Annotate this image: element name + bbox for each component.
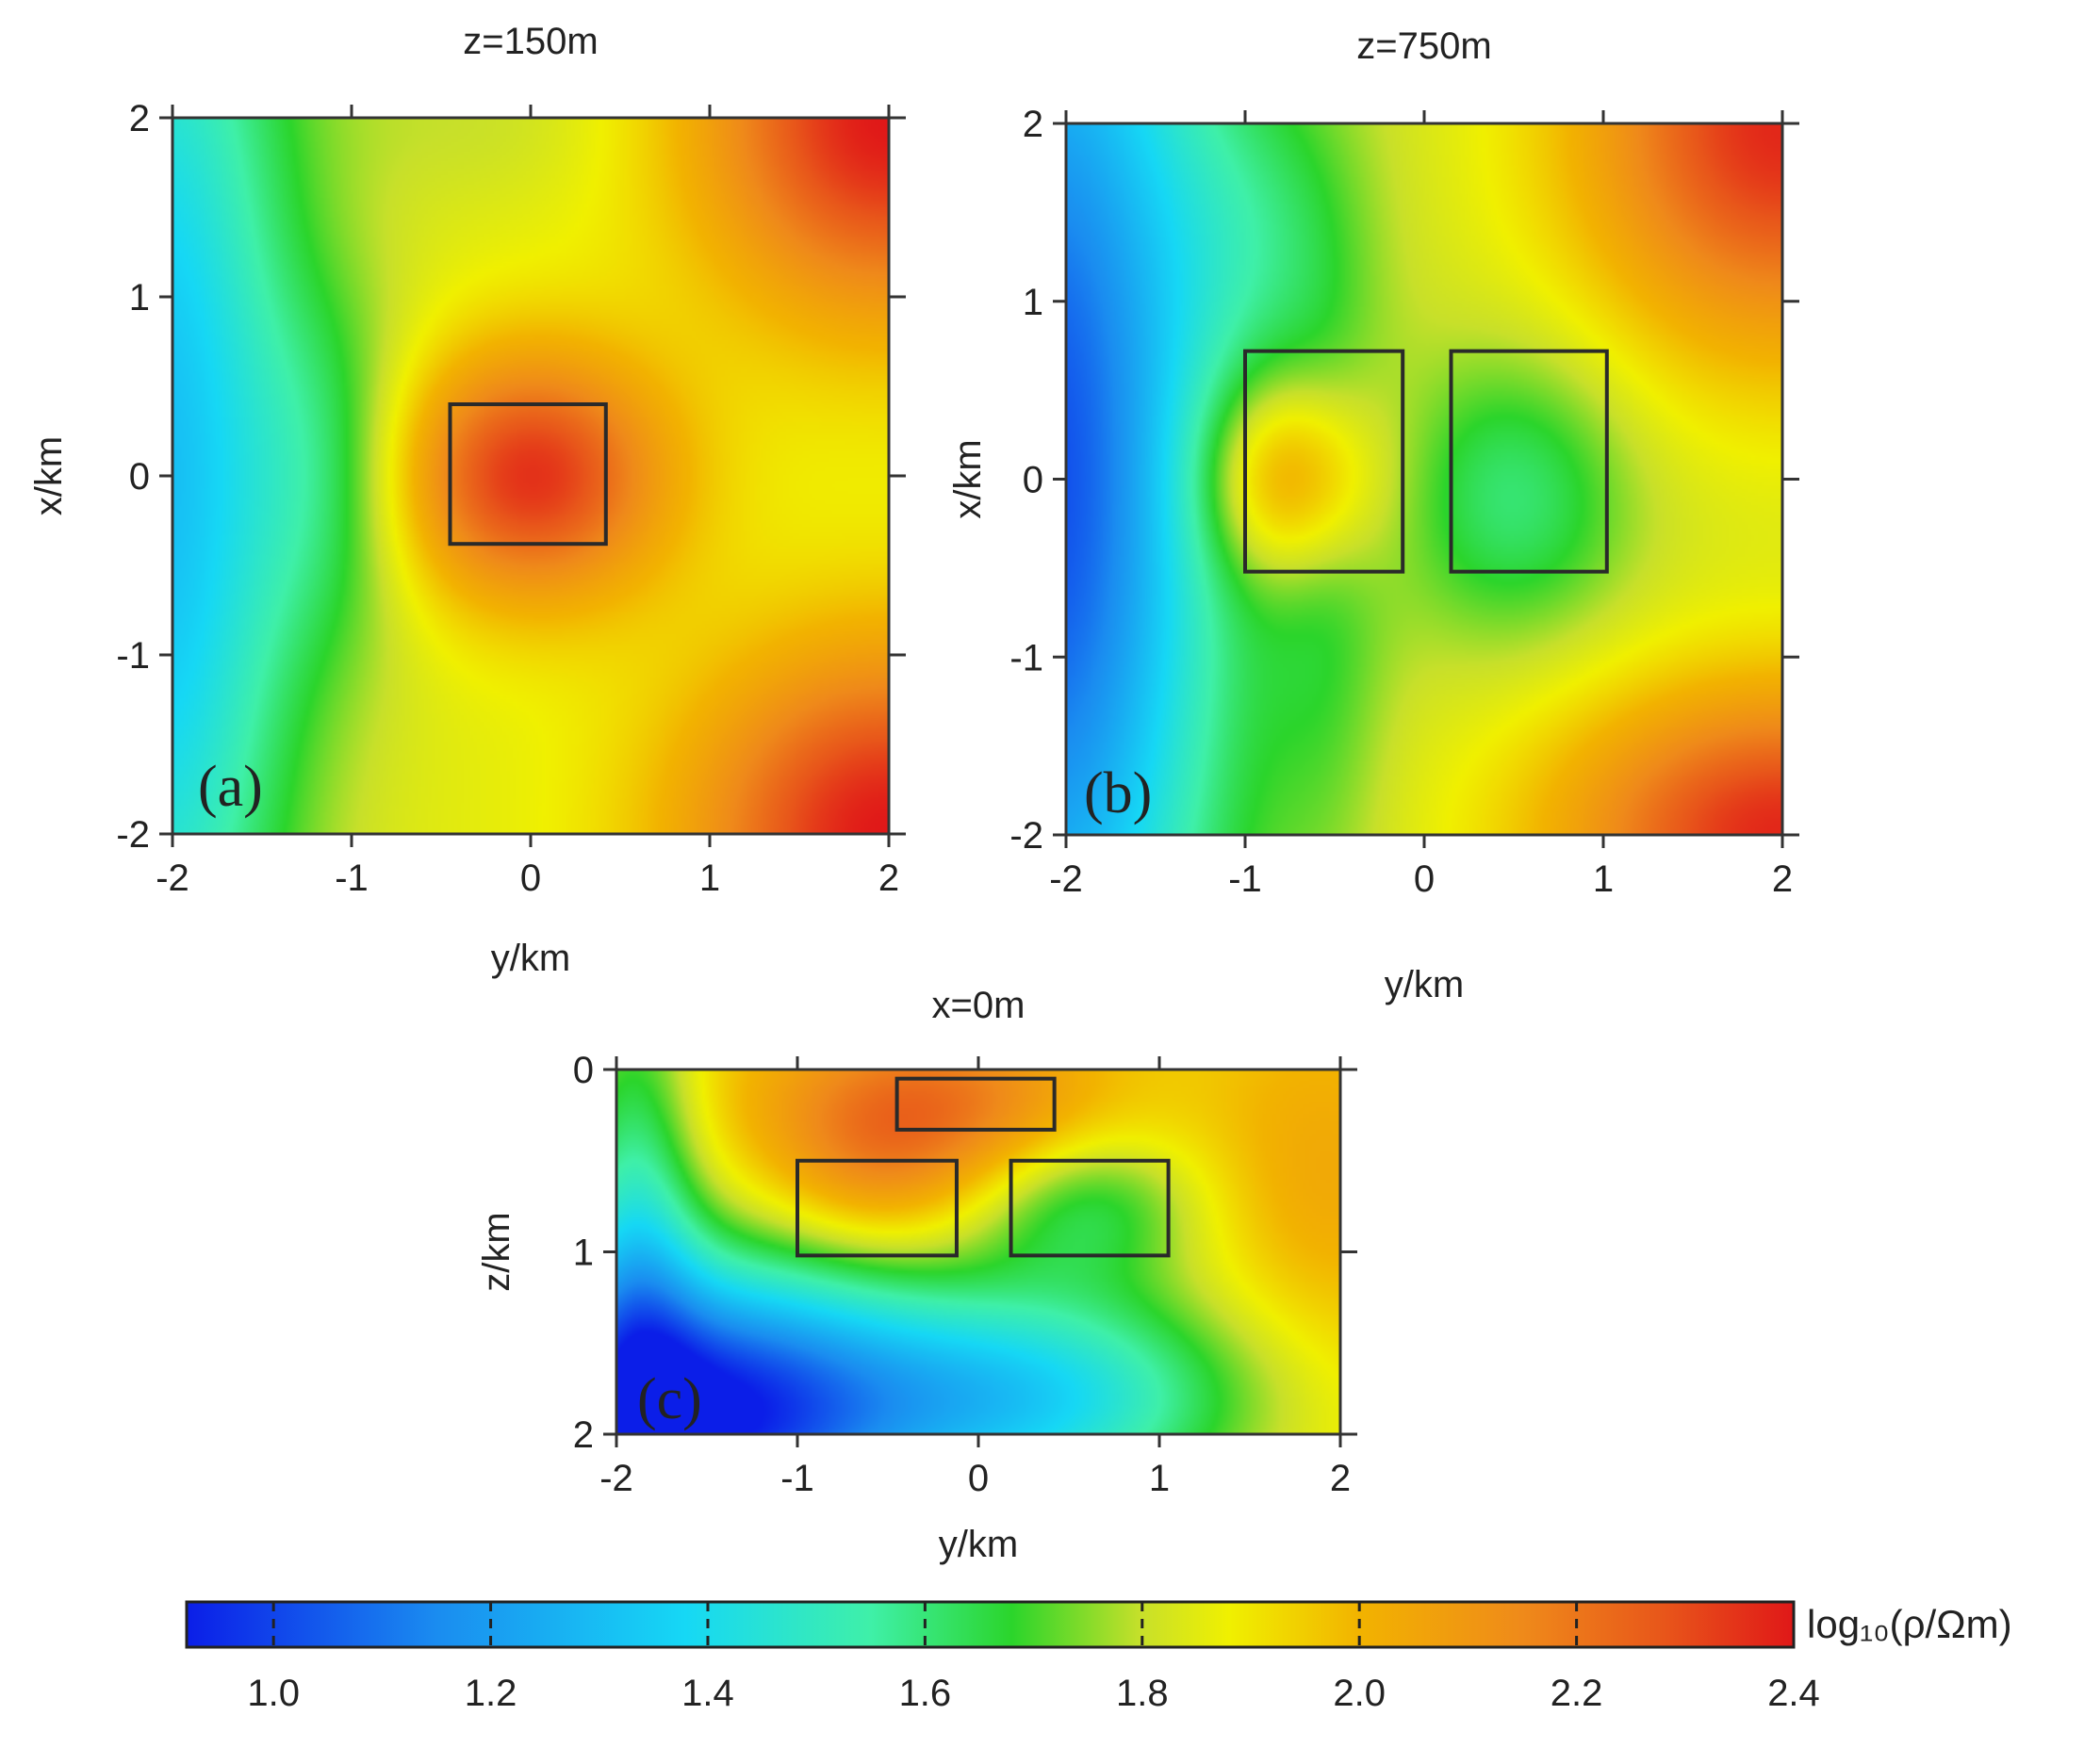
x-tick-label: 1: [699, 858, 720, 899]
x-tick-label: -2: [599, 1458, 633, 1499]
x-tick-label: 2: [1772, 858, 1793, 900]
x-tick-label: -1: [1228, 858, 1262, 900]
x-tick-label: -1: [335, 858, 369, 899]
colorbar-label: log₁₀(ρ/Ωm): [1807, 1602, 2012, 1646]
y-tick-label: 0: [1023, 460, 1043, 501]
panel-label: (a): [198, 755, 263, 819]
x-tick-label: 2: [878, 858, 899, 899]
colorbar-bar: [185, 1600, 1796, 1649]
x-tick-label: 1: [1149, 1458, 1170, 1499]
y-axis-label: x/km: [28, 436, 70, 515]
x-tick-label: -2: [156, 858, 189, 899]
y-tick-label: -2: [116, 814, 150, 856]
anomaly-body-outline: [448, 402, 608, 547]
colorbar-tick-label: 2.4: [1767, 1673, 1820, 1714]
colorbar-tick-label: 2.0: [1333, 1673, 1386, 1714]
x-tick-label: 2: [1330, 1458, 1351, 1499]
y-tick-label: 2: [1023, 104, 1043, 145]
x-axis-label: y/km: [491, 938, 570, 979]
y-tick-label: 1: [573, 1233, 594, 1274]
panel-c: -2 -1 0 1 2 0 1 2 x=0m y/km z/km (c): [476, 985, 1357, 1565]
colorbar-tick-label: 2.2: [1551, 1673, 1603, 1714]
anomaly-body-outline: [796, 1158, 959, 1258]
heatmap-image: [1066, 123, 1782, 835]
panel-a: -2 -1 0 1 2 2 1 0 -1 -2 z=150m y/km x/km (a): [28, 21, 906, 979]
x-tick-label: 1: [1593, 858, 1614, 900]
anomaly-body-outline: [1009, 1158, 1171, 1258]
x-tick-label: 0: [520, 858, 541, 899]
panel-title: z=150m: [463, 21, 598, 62]
y-tick-label: -2: [1009, 815, 1043, 857]
x-tick-label: 0: [1414, 858, 1435, 900]
y-tick-label: 2: [573, 1414, 594, 1456]
panel-title: x=0m: [932, 985, 1026, 1026]
heatmap-image: [616, 1070, 1340, 1434]
panel-title: z=750m: [1356, 25, 1491, 67]
y-axis-label: x/km: [947, 439, 989, 518]
panel-label: (c): [637, 1367, 702, 1431]
y-tick-label: 1: [1023, 282, 1043, 323]
x-axis-label: y/km: [939, 1524, 1018, 1565]
y-tick-label: -1: [1009, 637, 1043, 678]
y-tick-label: 0: [573, 1050, 594, 1091]
y-tick-label: 2: [129, 98, 150, 139]
x-tick-label: -2: [1049, 858, 1083, 900]
y-tick-label: 0: [129, 456, 150, 498]
anomaly-body-outline: [1449, 349, 1609, 574]
anomaly-body-outline: [1243, 349, 1405, 574]
colorbar-tick-label: 1.4: [681, 1673, 734, 1714]
y-tick-label: -1: [116, 635, 150, 677]
colorbar-tick-label: 1.2: [465, 1673, 517, 1714]
colorbar: 1.0 1.2 1.4 1.6 1.8 2.0 2.2 2.4 log₁₀(ρ/Ωm): [185, 1600, 2012, 1714]
colorbar-tick-label: 1.6: [899, 1673, 952, 1714]
x-axis-label: y/km: [1385, 964, 1464, 1005]
colorbar-tick-label: 1.8: [1116, 1673, 1169, 1714]
heatmap-image: [172, 118, 889, 834]
x-tick-label: -1: [780, 1458, 814, 1499]
y-axis-label: z/km: [476, 1212, 517, 1291]
colorbar-tick-label: 1.0: [247, 1673, 300, 1714]
x-tick-label: 0: [968, 1458, 989, 1499]
panel-b: -2 -1 0 1 2 2 1 0 -1 -2 z=750m y/km x/km (b): [947, 25, 1799, 1005]
y-tick-label: 1: [129, 277, 150, 318]
panel-label: (b): [1084, 761, 1152, 825]
anomaly-body-outline: [894, 1076, 1057, 1132]
